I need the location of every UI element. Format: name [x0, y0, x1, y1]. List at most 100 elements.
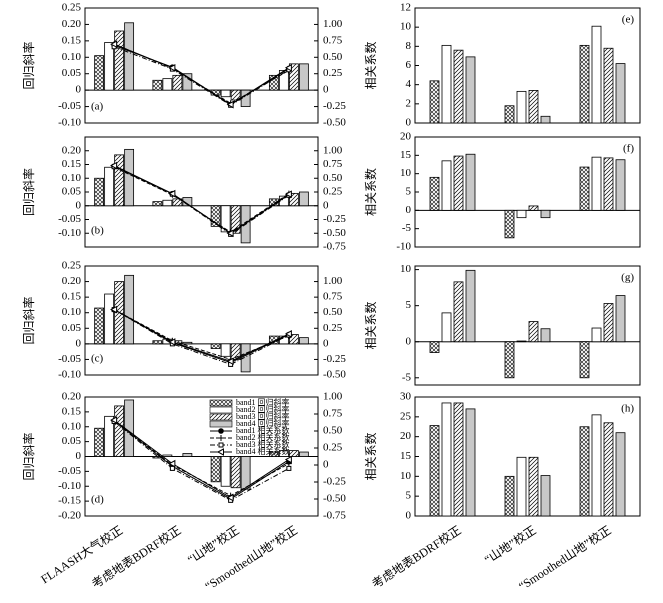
bar — [603, 422, 614, 517]
marker — [168, 189, 176, 198]
y-tick-label: 0.20 — [62, 18, 82, 30]
y2-tick-label: -0.50 — [323, 369, 346, 381]
y2-tick-label: 0.25 — [323, 442, 343, 454]
y-tick-label: 0.25 — [62, 2, 82, 14]
legend-label: band1 相关系数 — [236, 425, 290, 435]
bar — [124, 22, 135, 91]
y2-tick-label: 0.75 — [323, 408, 343, 420]
y-tick-label: 10 — [400, 263, 412, 275]
y-tick-label: 0 — [406, 117, 412, 129]
y-tick-label: -0.15 — [58, 495, 81, 507]
y-tick-label: 2 — [406, 97, 412, 109]
bar — [540, 209, 551, 219]
y-tick-label: 15 — [400, 149, 412, 161]
bar — [516, 340, 527, 343]
legend-label: band4 回归斜率 — [236, 418, 290, 428]
y-tick-label: 30 — [400, 391, 412, 403]
marker — [218, 442, 224, 448]
line — [113, 421, 290, 501]
legend-swatch — [209, 406, 233, 414]
y2-tick-label: -0.25 — [323, 476, 346, 488]
y-axis-label: 相关系数 — [363, 41, 378, 89]
bar — [528, 205, 539, 211]
bar — [288, 334, 299, 345]
y2-tick-label: 0.50 — [323, 51, 343, 63]
bar — [298, 63, 309, 91]
bar — [104, 293, 115, 345]
bar — [465, 269, 476, 343]
y-tick-label: -0.10 — [58, 227, 81, 239]
y-tick-label: 0 — [406, 335, 412, 347]
bar — [210, 456, 221, 483]
y-tick-label: 5 — [406, 186, 412, 198]
bar — [220, 456, 231, 487]
bar — [230, 205, 241, 234]
y-tick-label: 5 — [406, 299, 412, 311]
bar — [591, 156, 602, 211]
bar — [504, 341, 515, 379]
bar — [288, 63, 299, 91]
y-tick-label: -5 — [402, 371, 412, 383]
bar — [182, 453, 193, 457]
marker — [110, 305, 118, 314]
y2-tick-label: -0.75 — [323, 510, 346, 522]
y-tick-label: 20 — [400, 430, 412, 442]
marker — [218, 435, 224, 441]
y-tick-label: 0.20 — [62, 391, 82, 403]
y-axis-label: 回归斜率 — [21, 432, 36, 480]
y-tick-label: -0.20 — [58, 510, 81, 522]
y2-tick-label: 1.00 — [323, 144, 343, 156]
bar — [94, 177, 105, 207]
plot-frame — [84, 265, 319, 376]
y2-tick-label: 0.50 — [323, 172, 343, 184]
y-tick-label: 0.25 — [62, 260, 82, 272]
y-axis-label: 回归斜率 — [21, 296, 36, 344]
y2-tick-label: 0 — [323, 459, 329, 471]
line — [113, 165, 290, 234]
y-tick-label: 0.05 — [62, 322, 82, 334]
marker — [284, 330, 292, 338]
y-tick-label: 15 — [400, 450, 412, 462]
line — [113, 420, 290, 500]
bar — [453, 155, 464, 211]
y-tick-label: 0 — [76, 199, 82, 211]
bar — [516, 456, 527, 517]
bar — [516, 209, 527, 219]
bar — [152, 201, 163, 207]
bar — [210, 205, 221, 227]
line — [113, 309, 290, 365]
panel-label: (g) — [621, 272, 634, 284]
bar — [114, 30, 125, 91]
bar — [441, 402, 452, 517]
bar — [615, 63, 626, 124]
marker — [284, 190, 292, 199]
x-tick-label: “山地”校正 — [184, 522, 241, 567]
y2-tick-label: -0.50 — [323, 117, 346, 129]
y2-tick-label: 1.00 — [323, 275, 343, 287]
bar — [540, 475, 551, 517]
bar — [182, 341, 193, 345]
bar — [504, 105, 515, 124]
bar — [528, 321, 539, 343]
bar — [453, 49, 464, 124]
plot-frame — [84, 7, 319, 124]
y2-tick-label: -0.25 — [323, 213, 346, 225]
line — [113, 419, 290, 499]
y-tick-label: -0.10 — [58, 480, 81, 492]
bar — [465, 408, 476, 517]
bar — [162, 454, 173, 457]
panel-label: (c) — [91, 353, 104, 365]
bar — [528, 90, 539, 124]
bar — [124, 274, 135, 345]
bar — [104, 166, 115, 207]
bar — [182, 73, 193, 91]
y-tick-label: 0.20 — [62, 144, 82, 156]
bar — [152, 79, 163, 91]
legend-swatch — [209, 413, 233, 421]
marker — [168, 63, 176, 72]
marker — [110, 416, 118, 424]
bar — [162, 199, 173, 207]
y-tick-label: -0.05 — [58, 353, 81, 365]
marker — [169, 465, 175, 471]
